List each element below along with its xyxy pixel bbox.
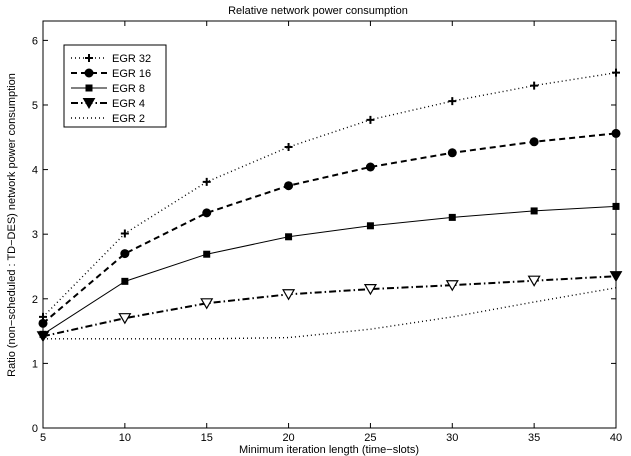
data-point <box>611 128 621 138</box>
series-layer <box>36 68 623 343</box>
series-egr-16 <box>38 128 621 328</box>
series-line <box>42 132 617 325</box>
y-tick-label: 4 <box>32 165 38 177</box>
legend-marker <box>84 68 94 78</box>
data-point <box>366 115 375 124</box>
y-tick-label: 2 <box>32 294 38 306</box>
data-point <box>612 202 620 210</box>
data-point <box>448 97 457 106</box>
data-point <box>36 331 50 343</box>
x-tick-label: 20 <box>282 432 294 444</box>
data-point <box>120 249 130 259</box>
legend-marker <box>85 84 93 92</box>
y-tick-label: 6 <box>32 35 38 47</box>
data-point <box>203 250 211 258</box>
data-point <box>121 277 129 285</box>
legend-box <box>63 44 167 128</box>
x-tick-label: 30 <box>446 432 458 444</box>
plot-frame <box>42 20 617 429</box>
data-point <box>202 208 212 218</box>
y-tick-label: 1 <box>32 358 38 370</box>
series-egr-4 <box>36 271 623 343</box>
data-point <box>284 142 293 151</box>
x-tick-label: 35 <box>528 432 540 444</box>
data-point <box>445 280 459 292</box>
data-point <box>529 137 539 147</box>
series-line <box>42 275 617 338</box>
y-tick-label: 0 <box>32 423 38 435</box>
series-line <box>42 205 617 335</box>
legend-label: EGR 8 <box>112 83 145 95</box>
x-axis-label: Minimum iteration length (time−slots) <box>239 444 419 456</box>
x-axis: 5 10 15 20 25 30 35 40 <box>40 21 622 444</box>
legend: EGR 32 EGR 16 EGR 8 EGR 4 EGR 2 <box>63 44 167 128</box>
data-point <box>447 148 457 158</box>
y-tick-label: 3 <box>32 229 38 241</box>
x-tick-label: 40 <box>610 432 622 444</box>
data-point <box>200 298 214 310</box>
data-point <box>202 177 211 186</box>
x-tick-label: 5 <box>40 432 46 444</box>
series-egr-32 <box>39 68 620 321</box>
data-point <box>366 222 374 230</box>
legend-label: EGR 4 <box>112 98 145 110</box>
legend-label: EGR 32 <box>112 53 151 65</box>
data-point <box>120 229 129 238</box>
data-point <box>118 313 132 325</box>
legend-marker <box>85 54 93 62</box>
y-axis: 0 1 2 3 4 5 6 <box>32 35 616 435</box>
y-tick-label: 5 <box>32 100 38 112</box>
data-point <box>612 68 620 77</box>
data-point <box>282 289 296 301</box>
data-point <box>285 233 293 241</box>
data-point <box>530 207 538 215</box>
data-point <box>609 271 623 283</box>
data-point <box>365 162 375 172</box>
data-point <box>448 213 456 221</box>
legend-label: EGR 16 <box>112 68 151 80</box>
data-point <box>363 284 377 296</box>
data-point <box>527 275 541 287</box>
data-point <box>38 318 48 328</box>
y-axis-label: Ratio (non−scheduled : TD−DES) network p… <box>6 73 18 377</box>
x-tick-label: 10 <box>119 432 131 444</box>
legend-label: EGR 2 <box>112 113 145 125</box>
x-tick-label: 25 <box>364 432 376 444</box>
legend-marker <box>82 98 96 109</box>
data-point <box>284 181 294 191</box>
x-tick-label: 15 <box>201 432 213 444</box>
chart-title: Relative network power consumption <box>228 5 408 17</box>
data-point <box>530 81 539 90</box>
